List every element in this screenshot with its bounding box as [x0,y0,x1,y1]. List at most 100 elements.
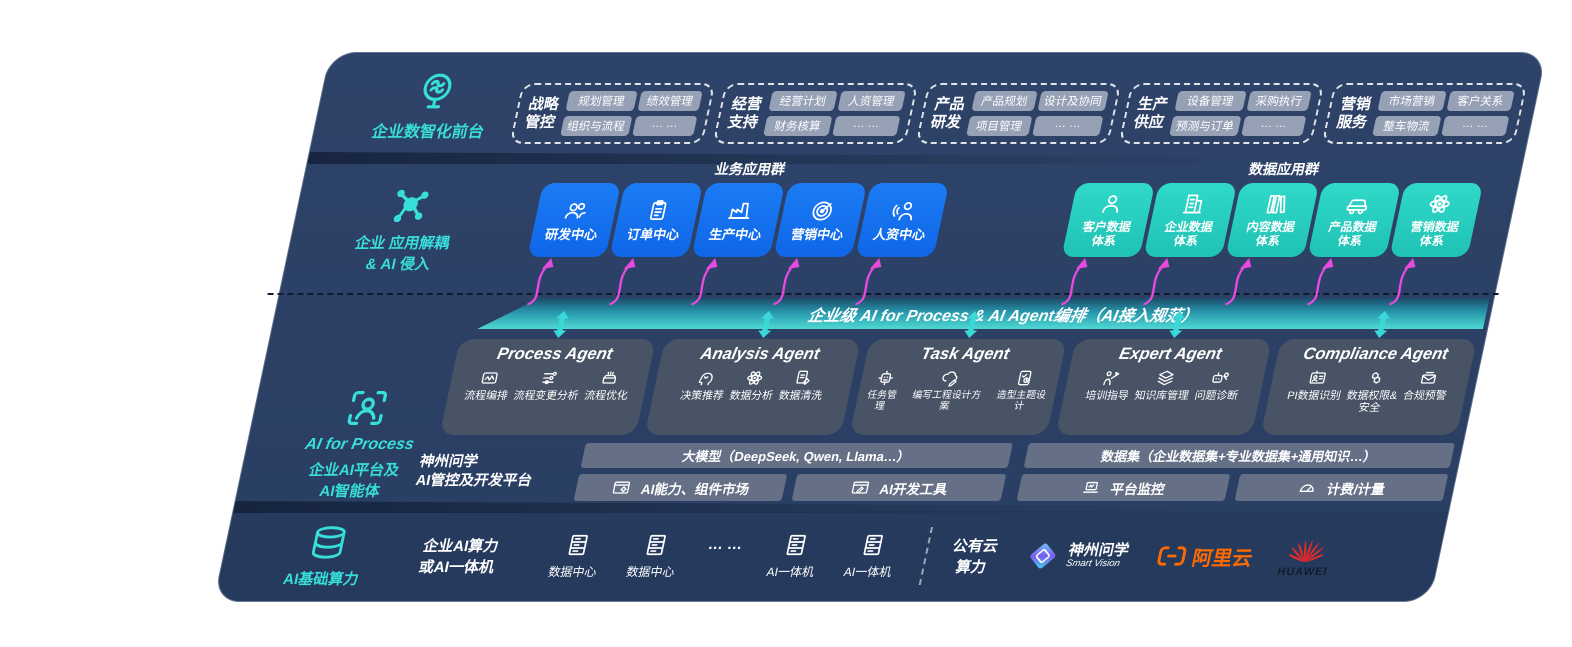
agent-item-label: 知识库管理 [1133,390,1190,402]
chip: 整车物流 [1372,116,1441,136]
group-marketing: 营销 服务 市场营销 客户关系 整车物流 … … [1321,83,1528,144]
group-title: 营销 服务 [1335,95,1373,131]
tile-label: 营销中心 [789,226,845,242]
ai-layer-title: AI for Process [303,436,416,453]
tile-label: 企业数据 体系 [1163,220,1215,248]
front-layer: 企业数智化前台 战略 管控 规划管理 绩效管理 组织与流程 … … 经营 支持 … [309,57,1545,157]
node-label: AI一体机 [842,565,893,579]
agent-item-label: 数据权限& 安全 [1345,390,1399,415]
layers-icon [1157,370,1174,386]
alibaba-bracket-icon [1157,546,1187,566]
brain-icon [423,73,452,109]
chip: … … [1240,116,1307,136]
factory-icon [728,202,750,219]
laptop-icon [1082,481,1098,493]
database-icon [311,526,346,559]
atom-icon [747,371,763,385]
sliders-icon [542,371,557,385]
enterprise-compute-label: 企业AI算力 或AI一体机 [417,538,501,576]
chip: 财务核算 [763,116,832,136]
logo-text: HUAWEI [1276,565,1329,578]
llm-bar: 大模型（DeepSeek, Qwen, Llama…） [580,443,1013,468]
tile-enterprise-data: 企业数据 体系 [1143,183,1238,306]
business-apps-title: 业务应用群 [713,161,787,177]
platform-item-label: AI开发工具 [878,481,949,497]
tile-label: 产品数据 体系 [1327,220,1379,248]
tile-marketing-data: 营销数据 体系 [1389,183,1484,306]
agent-item-label: 流程优化 [583,390,629,402]
agent-title: Process Agent [495,345,615,363]
tile-customer-data: 客户数据 体系 [1061,183,1156,306]
chip: 经营计划 [768,91,838,111]
clipboard-icon [650,199,667,220]
updown-arrow-icon [1374,311,1390,338]
ai-appliance-node: AI一体机 [765,532,823,580]
gauge-icon [1299,483,1314,492]
updown-arrow-icon [553,311,569,338]
agent-item-label: 数据分析 [728,390,775,402]
agent-title: Analysis Agent [698,345,822,363]
tile-marketing-center: 营销中心 [773,183,868,306]
boundary-dashed-line [267,293,1499,295]
agent-title: Task Agent [919,345,1012,363]
tile-content-data: 内容数据 体系 [1225,183,1320,306]
decision-head-icon [698,372,713,386]
node-label: 数据中心 [546,565,598,579]
analysis-agent-card: Analysis Agent 决策推荐 数据分析 数据清洗 [644,311,862,435]
ai-capability-market: AI能力、组件市场 [573,474,788,501]
compliance-agent-card: Compliance Agent PI数据识别 数据权限& 安全 合规预警 [1260,311,1478,435]
chip: 项目管理 [966,116,1032,136]
chip: 市场营销 [1377,91,1447,111]
ai-appliance-node: AI一体机 [842,532,900,580]
huawei-logo: HUAWEI [1276,535,1335,578]
trainer-icon [1103,371,1120,386]
chip: … … [831,116,901,136]
agent-title: Expert Agent [1117,345,1224,363]
chip: … … [1031,116,1104,136]
tile-label: 研发中心 [543,226,599,242]
front-layer-label: 企业数智化前台 [346,69,522,142]
tile-order-center: 订单中心 [609,183,704,306]
building-icon [1182,194,1203,214]
logo-subtext: Smart Vision [1065,558,1122,570]
design-check-icon [1018,370,1032,386]
chip: … … [631,116,698,136]
agent-item-label: 造型主题设计 [995,390,1047,413]
tile-label: 内容数据 体系 [1245,220,1297,248]
person-wave-icon [892,201,913,221]
window-pen-icon [851,481,869,494]
permission-link-icon [1371,372,1381,384]
data-tiles: 客户数据 体系 企业数据 体系 内容数据 体系 产品数据 体系 营销数据 体系 [1061,183,1484,306]
agent-item-label: 流程编排 [463,390,509,402]
diamond-logo-icon [1030,543,1056,569]
group-operation: 经营 支持 经营计划 人资管理 财务核算 … … [712,83,919,144]
atom-icon [1429,195,1450,214]
application-layer-label: 企业 应用解耦 & AI 侵入 [312,185,499,274]
dashed-divider [918,527,933,585]
shenzhou-wenxue-logo: 神州问学 Smart Vision [1022,539,1131,573]
data-apps-title: 数据应用群 [1247,161,1321,177]
agent-item-label: 数据清洗 [777,390,824,402]
platform-item-label: 计费/计量 [1325,481,1387,497]
chip: 设计及协同 [1036,91,1109,111]
infra-label: AI基础算力 [255,523,397,589]
infrastructure-layer: AI基础算力 企业AI算力 或AI一体机 数据中心 数据中心 … … AI一体机… [214,511,1449,601]
node-label: 数据中心 [624,565,676,579]
agent-item-label: 编写工程设计方案 [911,390,983,413]
huawei-flower-icon [1286,539,1328,562]
group-title: 产品 研发 [929,95,967,131]
group-supply: 生产 供应 设备管理 采购执行 预测与订单 … … [1118,83,1325,144]
chip: 组织与流程 [560,116,632,136]
chip: 规划管理 [565,91,638,111]
mail-alert-icon [1420,371,1436,384]
group-title: 生产 供应 [1132,95,1170,131]
person-scan-icon [347,391,387,425]
group-strategy: 战略 管控 规划管理 绩效管理 组织与流程 … … [509,83,716,144]
updown-arrow-icon [963,311,980,338]
tile-label: 生产中心 [707,226,763,242]
agent-item-label: 流程变更分析 [512,390,580,402]
updown-arrow-icon [758,311,775,338]
chip: 产品规划 [971,91,1038,111]
tile-rnd-center: 研发中心 [527,183,622,306]
tile-label: 客户数据 体系 [1081,220,1133,248]
